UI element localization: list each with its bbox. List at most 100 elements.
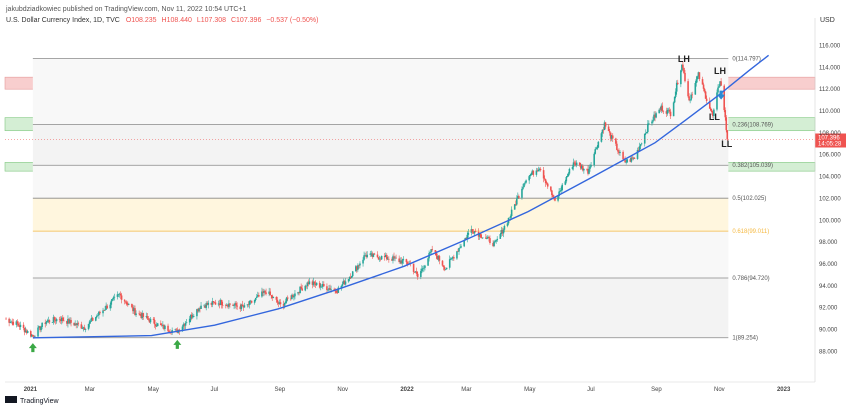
candle-body xyxy=(22,324,25,328)
candle-body xyxy=(226,304,228,306)
candle xyxy=(458,247,460,255)
candle-body xyxy=(212,301,215,303)
candle-body xyxy=(616,143,618,150)
candle-body xyxy=(587,168,589,174)
candle xyxy=(342,278,345,285)
candle xyxy=(276,296,279,306)
candle-body xyxy=(128,303,130,305)
candle xyxy=(587,165,589,176)
candle xyxy=(581,163,583,170)
candle-body xyxy=(326,286,328,290)
candle-body xyxy=(600,133,603,142)
candle-body xyxy=(242,306,245,308)
candle-body xyxy=(489,238,491,244)
candle-body xyxy=(510,209,513,217)
candle xyxy=(211,297,214,308)
candle-body xyxy=(327,289,329,291)
candle-body xyxy=(221,304,224,306)
candle xyxy=(372,253,375,258)
candle-body xyxy=(52,317,55,323)
candle-body xyxy=(307,282,310,285)
candle xyxy=(424,264,426,271)
candle-body xyxy=(391,259,393,261)
candle-body xyxy=(162,324,164,326)
candle-body xyxy=(104,309,106,311)
candle xyxy=(443,265,446,272)
candle xyxy=(560,186,562,194)
candle xyxy=(265,288,267,296)
candle xyxy=(73,322,75,327)
candle xyxy=(544,178,547,187)
candle-body xyxy=(513,204,516,210)
candle xyxy=(24,326,27,333)
x-tick-label: Sep xyxy=(274,387,285,393)
candle xyxy=(523,183,525,188)
candle-body xyxy=(467,232,470,235)
candle-body xyxy=(366,254,368,258)
candle xyxy=(31,334,33,338)
candle-body xyxy=(494,241,496,242)
candle-body xyxy=(530,174,533,176)
candle-body xyxy=(246,304,249,306)
candle-body xyxy=(9,322,11,324)
candle xyxy=(669,108,672,119)
candle xyxy=(148,317,151,323)
candle xyxy=(380,255,383,261)
candle xyxy=(171,327,173,335)
candle xyxy=(313,281,316,287)
y-tick-label: 102.000 xyxy=(819,196,841,202)
symbol-legend: U.S. Dollar Currency Index, 1D, TVC O108… xyxy=(6,17,318,24)
candle-body xyxy=(16,321,19,324)
candle-body xyxy=(39,326,41,331)
candle xyxy=(142,312,145,320)
candle xyxy=(102,307,104,317)
candle xyxy=(603,120,606,131)
candle-body xyxy=(248,301,251,305)
candle-body xyxy=(99,311,101,314)
candle xyxy=(499,233,502,239)
candle xyxy=(58,316,61,323)
candle-body xyxy=(631,157,634,159)
candle xyxy=(535,167,538,177)
candle-body xyxy=(119,293,122,296)
candle-body xyxy=(75,323,77,326)
candle xyxy=(19,321,22,330)
candle xyxy=(196,308,198,320)
candle-body xyxy=(717,87,719,93)
candle xyxy=(243,302,246,308)
candle xyxy=(723,84,725,113)
candle-body xyxy=(217,303,220,305)
candle-body xyxy=(624,160,626,163)
candle-body xyxy=(235,303,237,306)
symbol-name: U.S. Dollar Currency Index, 1D, TVC xyxy=(6,17,120,24)
candle-body xyxy=(45,322,48,324)
y-tick-label: 88.000 xyxy=(819,349,838,355)
candle-body xyxy=(149,318,152,323)
candle xyxy=(398,255,400,264)
candle-body xyxy=(174,329,177,331)
y-tick-label: 92.000 xyxy=(819,306,838,312)
candle xyxy=(661,102,664,113)
candle xyxy=(536,168,539,173)
candle-body xyxy=(567,173,570,176)
candle-body xyxy=(427,258,429,266)
candle-body xyxy=(124,301,127,303)
candle xyxy=(696,75,699,83)
tradingview-logo[interactable]: TradingView xyxy=(5,396,59,405)
candle xyxy=(279,299,282,308)
candle xyxy=(69,316,71,325)
candle-body xyxy=(459,247,461,249)
fib-layer: 0(114.797) 0.236(108.769) 0.382(105.039) 0.… xyxy=(32,57,773,342)
candle-body xyxy=(148,319,151,323)
candle-body xyxy=(322,284,324,287)
candle-body xyxy=(413,271,416,273)
y-tick-label: 112.000 xyxy=(819,87,841,93)
candle xyxy=(167,323,169,333)
candle xyxy=(385,253,388,261)
candle xyxy=(83,324,86,330)
candle xyxy=(156,322,159,327)
candle-body xyxy=(572,162,575,167)
candle-body xyxy=(552,194,554,197)
